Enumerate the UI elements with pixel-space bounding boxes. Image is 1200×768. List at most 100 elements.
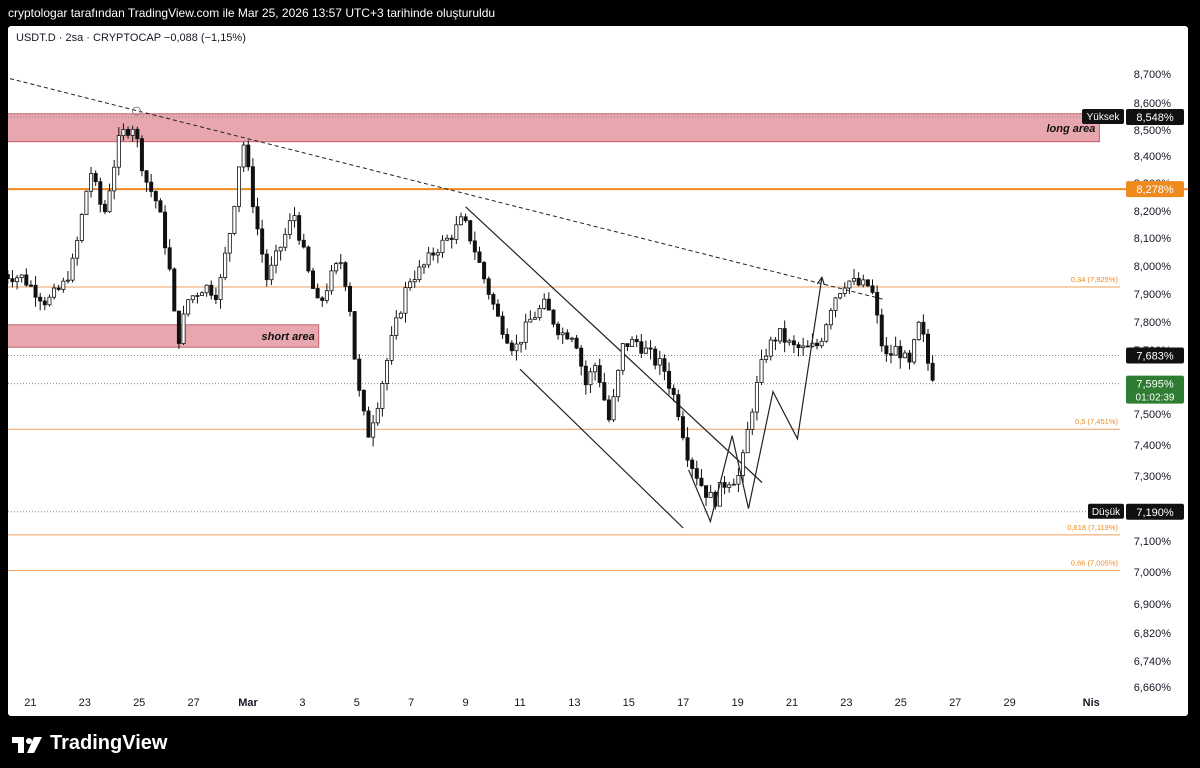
candle-body	[824, 324, 829, 342]
candle-body	[560, 332, 565, 336]
x-tick-label: 15	[623, 697, 635, 709]
candle-body	[694, 468, 699, 479]
long-area-zone	[8, 113, 1100, 143]
projection-arrowhead	[816, 275, 825, 286]
candle-body	[260, 228, 265, 255]
candle-body	[255, 206, 260, 230]
y-tick-label: 6,660%	[1134, 682, 1172, 694]
candle-body	[852, 277, 857, 282]
candle-body	[778, 328, 783, 342]
candle-body	[42, 300, 47, 306]
candle-body	[135, 128, 140, 140]
candle-body	[269, 264, 274, 281]
candle-body	[731, 483, 736, 486]
low-label: Düşük	[1092, 507, 1121, 518]
candle-body	[116, 135, 121, 168]
candle-body	[865, 279, 870, 287]
candle-body	[736, 475, 741, 485]
candle-body	[10, 278, 15, 283]
candle-body	[347, 285, 352, 312]
candle-body	[338, 262, 343, 265]
y-tick-label: 8,200%	[1134, 206, 1172, 218]
candle-body	[588, 371, 593, 386]
candle-body	[902, 352, 907, 359]
candle-body	[79, 214, 84, 241]
candle-body	[648, 347, 653, 350]
candle-body	[546, 298, 551, 311]
current-value-bg	[1126, 375, 1184, 404]
candle-body	[741, 452, 746, 476]
candle-body	[833, 297, 838, 311]
y-tick-label: 8,100%	[1134, 233, 1172, 245]
candle-body	[371, 422, 376, 438]
high-value: 8,548%	[1136, 112, 1174, 124]
x-tick-label: 25	[895, 697, 907, 709]
candles-group	[8, 123, 935, 510]
x-tick-label: 7	[408, 697, 414, 709]
candle-body	[47, 296, 52, 306]
candle-body	[523, 321, 528, 343]
x-tick-label: 27	[949, 697, 961, 709]
candle-body	[634, 339, 639, 343]
low-value-bg	[1126, 503, 1184, 520]
high-label: Yüksek	[1087, 112, 1121, 123]
y-tick-label: 8,500%	[1134, 125, 1172, 137]
candle-body	[782, 328, 787, 343]
x-tick-label: Mar	[238, 697, 258, 709]
candle-body	[107, 190, 112, 213]
tradingview-logo[interactable]: TradingView	[12, 732, 167, 755]
x-tick-label: 17	[677, 697, 689, 709]
candle-body	[722, 482, 727, 488]
candle-body	[893, 345, 898, 356]
x-tick-label: Nis	[1083, 697, 1100, 709]
current-value: 7,595%	[1136, 379, 1174, 391]
channel-lower-line	[519, 368, 684, 529]
x-tick-label: 11	[514, 697, 525, 709]
candle-body	[181, 313, 186, 344]
footer-bar: TradingView	[0, 716, 1200, 768]
candle-body	[301, 239, 306, 248]
x-tick-label: 23	[840, 697, 852, 709]
y-tick-label: 6,820%	[1134, 628, 1172, 640]
candle-body	[246, 144, 251, 168]
candle-body	[98, 181, 103, 205]
candle-body	[750, 411, 755, 430]
candle-body	[505, 334, 510, 344]
x-tick-label: 3	[299, 697, 305, 709]
candle-body	[172, 268, 177, 312]
candle-body	[264, 253, 269, 281]
chart-panel[interactable]: long area short area 0,34 (7,925%) 0,5 (7,4…	[8, 26, 1188, 716]
candle-body	[685, 437, 690, 461]
candle-body	[126, 129, 131, 136]
candle-body	[70, 257, 75, 281]
chart-canvas[interactable]: long area short area 0,34 (7,925%) 0,5 (7,4…	[8, 26, 1188, 716]
x-tick-label: 29	[1003, 697, 1015, 709]
candle-body	[186, 299, 191, 315]
y-tick-label: 7,500%	[1134, 409, 1172, 421]
candle-body	[838, 293, 843, 299]
candle-body	[657, 358, 662, 366]
candle-body	[916, 321, 921, 341]
tradingview-logo-icon	[12, 736, 42, 753]
candle-body	[237, 166, 242, 207]
candle-body	[542, 298, 547, 309]
orange-level-value-bg	[1126, 181, 1184, 198]
symbol-info: USDT.D · 2sa · CRYPTOCAP −0,088 (−1,15%)	[16, 32, 246, 44]
candle-body	[597, 365, 602, 383]
tradingview-wordmark: TradingView	[50, 732, 168, 754]
candle-body	[907, 352, 912, 363]
x-tick-label: 13	[568, 697, 580, 709]
candle-body	[472, 240, 477, 253]
candle-body	[84, 190, 89, 215]
candle-body	[28, 284, 33, 287]
candle-body	[528, 318, 533, 323]
candle-body	[324, 290, 329, 301]
candle-body	[375, 408, 380, 424]
candle-body	[357, 358, 362, 391]
candle-body	[417, 266, 422, 281]
candle-body	[870, 285, 875, 293]
high-marker-circle	[131, 106, 141, 116]
candle-body	[195, 295, 200, 297]
candle-body	[491, 294, 496, 305]
x-tick-label: 23	[79, 697, 91, 709]
